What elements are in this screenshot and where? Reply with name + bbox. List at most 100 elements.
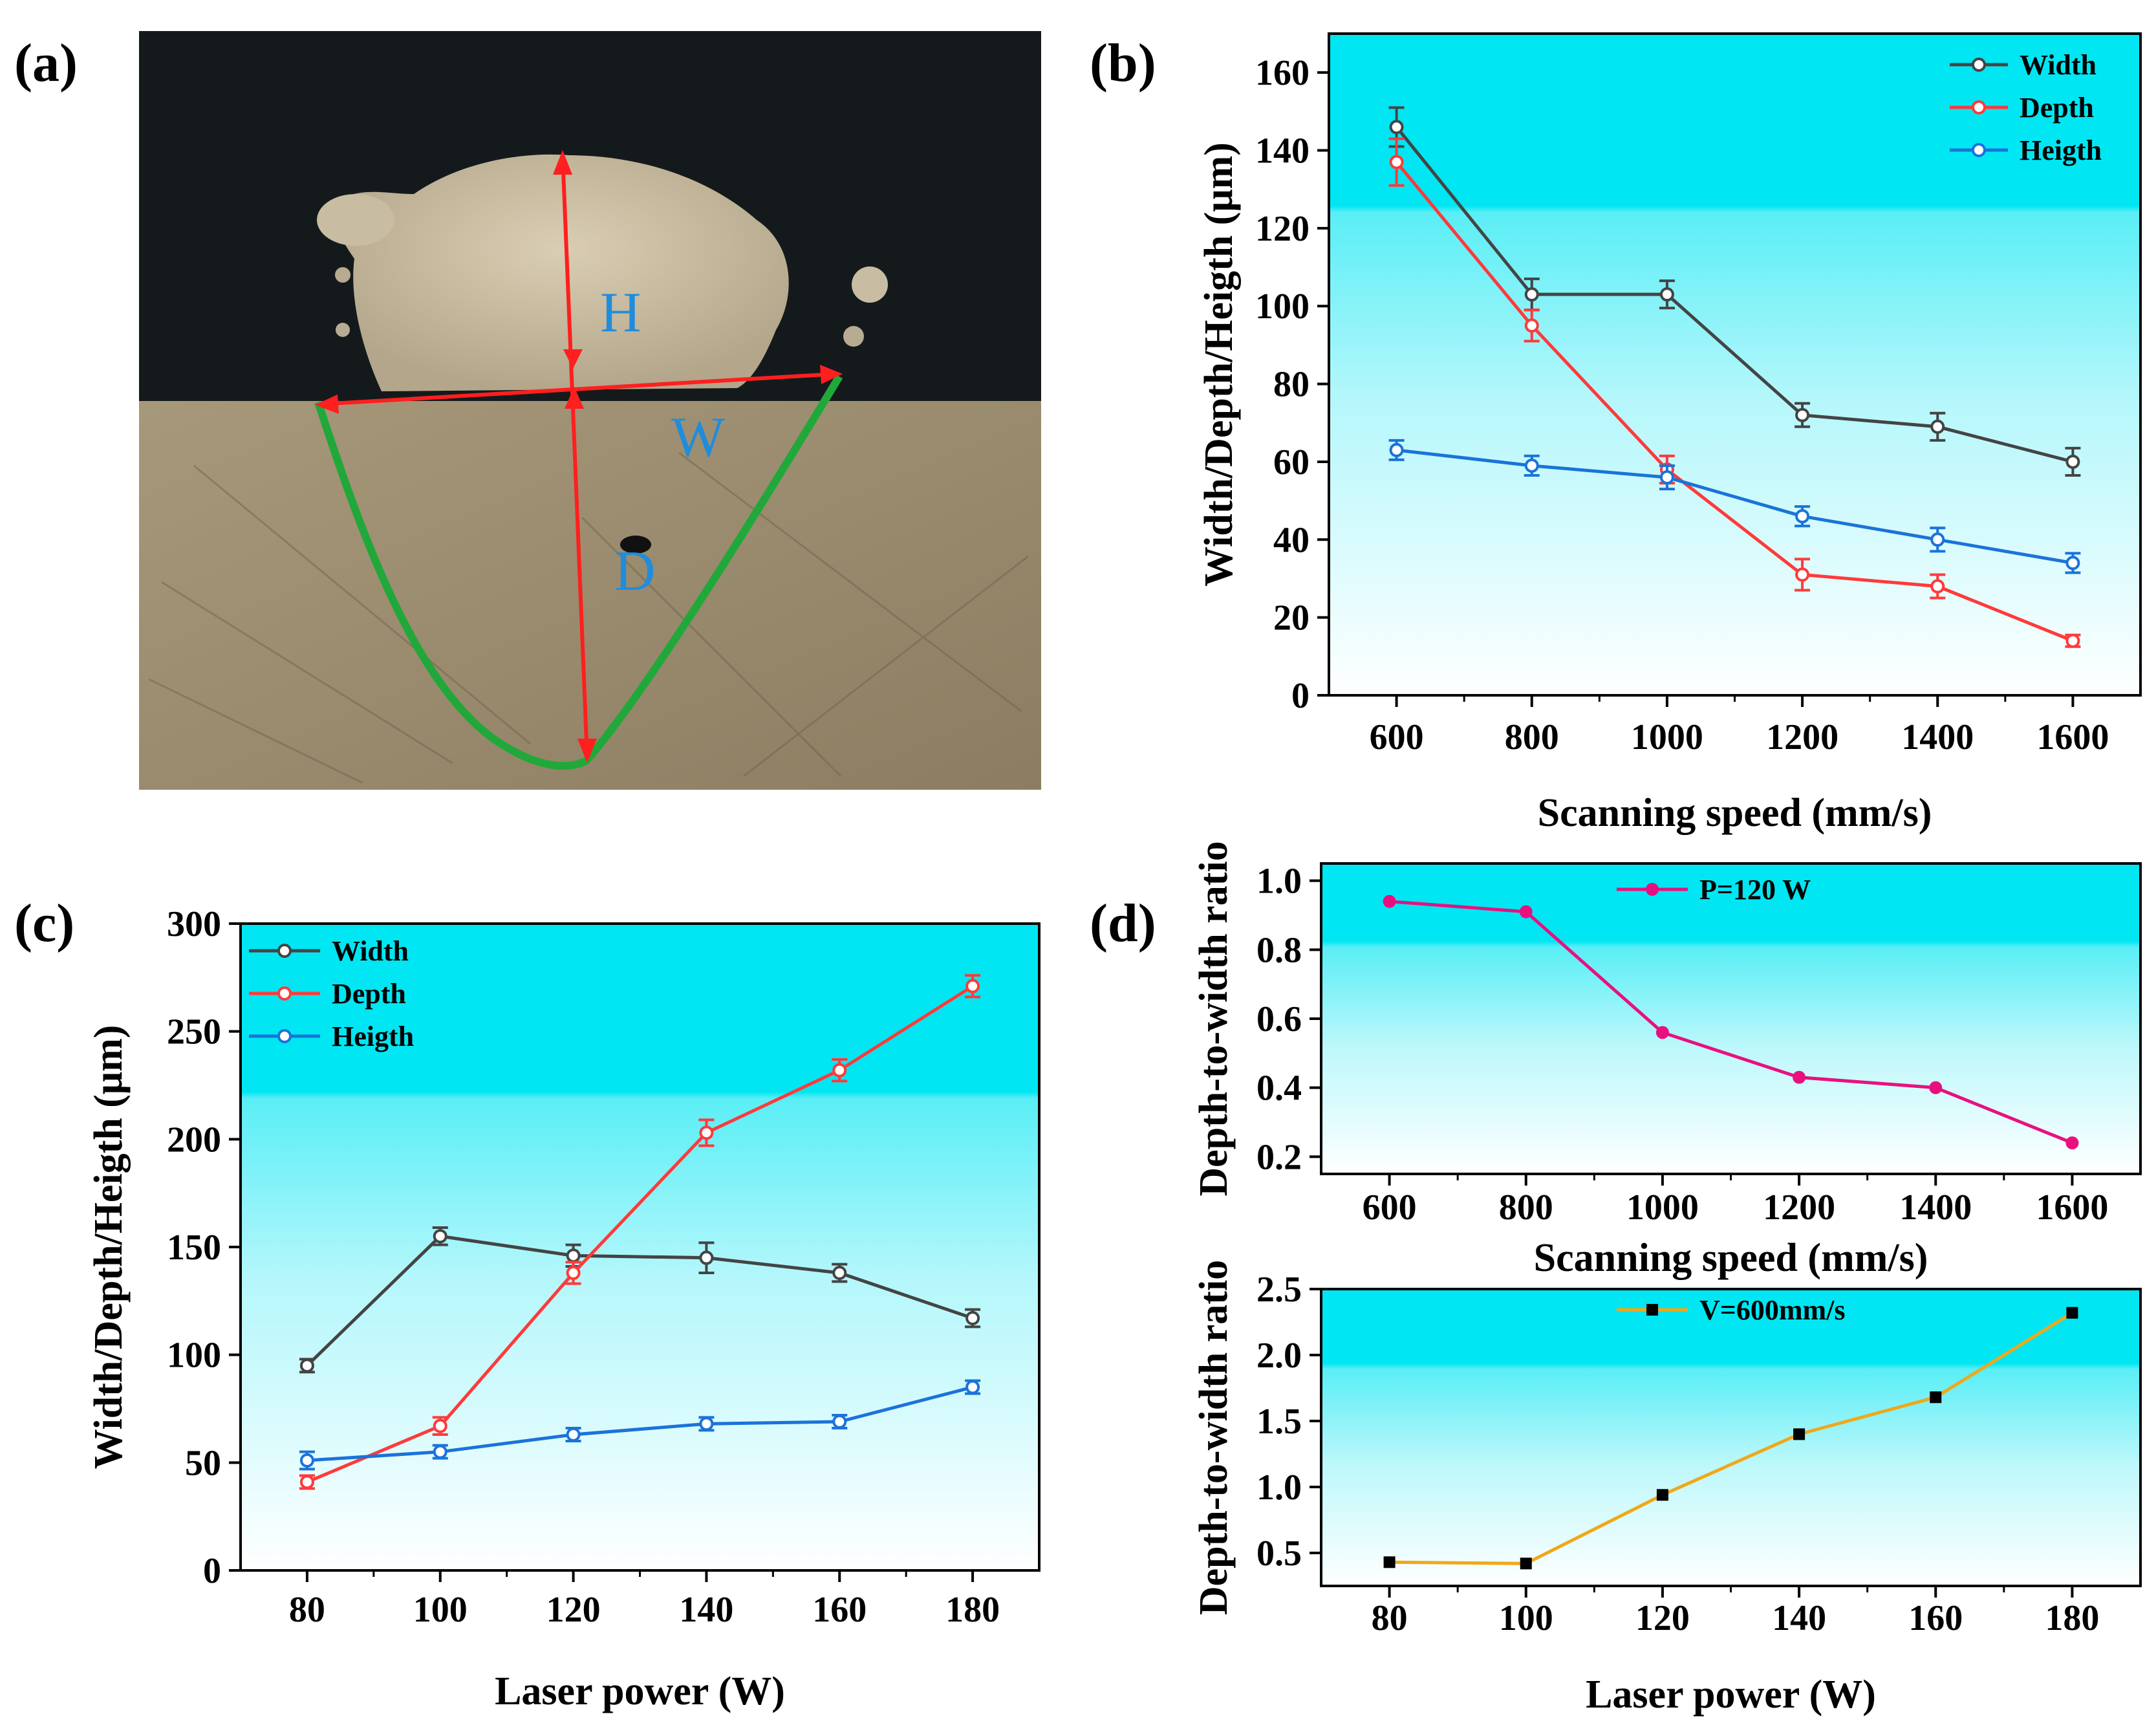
legend-label: Heigth bbox=[332, 1021, 414, 1052]
x-tick-label: 1000 bbox=[1626, 1188, 1699, 1228]
data-point bbox=[699, 1250, 714, 1265]
x-tick-label: 1400 bbox=[1901, 717, 1974, 757]
data-point bbox=[2065, 1136, 2079, 1149]
y-tick-label: 0 bbox=[203, 1551, 221, 1591]
data-point bbox=[965, 1380, 980, 1394]
series-line bbox=[1395, 160, 2074, 643]
x-axis-title: Scanning speed (mm/s) bbox=[1534, 1236, 1928, 1280]
x-tick-label: 80 bbox=[1372, 1598, 1408, 1638]
y-tick-label: 0 bbox=[1291, 676, 1310, 716]
x-tick-label: 140 bbox=[679, 1590, 733, 1630]
x-axis-title: Laser power (W) bbox=[1586, 1673, 1876, 1717]
y-tick-label: 100 bbox=[1255, 287, 1310, 327]
data-point bbox=[1930, 579, 1945, 594]
panel-label-a: (a) bbox=[14, 33, 78, 93]
data-point bbox=[299, 1453, 314, 1468]
x-tick-label: 600 bbox=[1370, 717, 1424, 757]
y-tick-label: 160 bbox=[1255, 53, 1310, 93]
legend-marker bbox=[277, 1029, 292, 1043]
x-tick-label: 600 bbox=[1363, 1188, 1417, 1228]
chart-d-top: 600 800 1000 1200 1400 1600 0.2 0.4 0.6 0.8 1.0 Sca… bbox=[1192, 841, 2142, 1280]
data-point bbox=[699, 1125, 714, 1140]
x-tick-label: 160 bbox=[812, 1590, 867, 1630]
x-tick-label: 1600 bbox=[2036, 1188, 2108, 1228]
x-tick-label: 800 bbox=[1499, 1188, 1553, 1228]
y-tick-label: 1.0 bbox=[1256, 862, 1302, 902]
legend-label: Depth bbox=[332, 978, 406, 1010]
legend-marker bbox=[1972, 143, 1986, 157]
y-tick-label: 0.8 bbox=[1256, 930, 1302, 970]
data-point bbox=[1520, 1557, 1532, 1570]
data-point bbox=[1793, 1428, 1806, 1440]
data-point bbox=[2065, 556, 2080, 570]
series-line bbox=[306, 984, 974, 1484]
data-point bbox=[832, 1415, 847, 1429]
x-tick-label: 180 bbox=[945, 1590, 1000, 1630]
data-point bbox=[1930, 1391, 1942, 1404]
data-point bbox=[1519, 905, 1533, 918]
data-point bbox=[699, 1416, 714, 1431]
panel-label-b: (b) bbox=[1090, 33, 1156, 93]
weld-bead bbox=[333, 154, 789, 392]
legend-label: P=120 W bbox=[1699, 874, 1811, 906]
y-tick-label: 140 bbox=[1255, 131, 1310, 171]
y-tick-label: 80 bbox=[1273, 365, 1310, 405]
spatter-particle bbox=[843, 326, 864, 347]
data-point bbox=[1930, 532, 1945, 547]
spatter-particle bbox=[317, 194, 394, 246]
data-point bbox=[1656, 1489, 1668, 1501]
legend-label: V=600mm/s bbox=[1699, 1294, 1846, 1326]
data-point bbox=[1795, 567, 1810, 582]
legend-label: Width bbox=[332, 935, 409, 967]
y-tick-label: 40 bbox=[1273, 520, 1310, 560]
data-point bbox=[1383, 1556, 1396, 1568]
substrate bbox=[139, 401, 1041, 790]
data-point bbox=[832, 1063, 847, 1078]
legend-label: Heigth bbox=[2020, 135, 2102, 166]
data-point bbox=[299, 1358, 314, 1373]
y-tick-label: 0.4 bbox=[1256, 1069, 1302, 1109]
y-tick-label: 2.5 bbox=[1256, 1270, 1302, 1310]
y-tick-label: 0.6 bbox=[1256, 999, 1302, 1039]
series-line bbox=[306, 1234, 973, 1367]
legend-label: Width bbox=[2020, 49, 2097, 81]
y-tick-label: 20 bbox=[1273, 598, 1310, 638]
data-point bbox=[433, 1444, 447, 1459]
data-point bbox=[1793, 1070, 1806, 1084]
data-point bbox=[2065, 454, 2080, 469]
chart-c: 80 100 120 140 160 180 0 50 100 150 200 250 300 Laser… bbox=[87, 904, 1040, 1713]
x-tick-label: 160 bbox=[1908, 1598, 1963, 1638]
label-w: W bbox=[671, 406, 725, 469]
data-point bbox=[1524, 458, 1539, 473]
data-point bbox=[566, 1427, 581, 1442]
data-point bbox=[566, 1266, 581, 1280]
legend-label: Depth bbox=[2020, 92, 2094, 124]
x-tick-label: 120 bbox=[1635, 1598, 1690, 1638]
x-tick-label: 1200 bbox=[1763, 1188, 1835, 1228]
y-tick-label: 200 bbox=[167, 1120, 221, 1160]
data-point bbox=[1929, 1081, 1943, 1094]
data-point bbox=[1795, 509, 1810, 524]
y-tick-label: 250 bbox=[167, 1012, 221, 1052]
micrograph: H W D bbox=[139, 31, 1041, 790]
plot-area bbox=[241, 924, 1039, 1570]
y-tick-label: 50 bbox=[185, 1443, 221, 1483]
data-point bbox=[1795, 407, 1810, 422]
pore bbox=[620, 536, 651, 554]
data-point bbox=[1659, 287, 1674, 302]
legend-marker bbox=[277, 986, 292, 1001]
data-point bbox=[1383, 895, 1396, 908]
data-point bbox=[965, 979, 980, 993]
data-point bbox=[566, 1248, 581, 1263]
data-point bbox=[1655, 1026, 1669, 1039]
label-d: D bbox=[614, 540, 656, 603]
y-tick-label: 300 bbox=[167, 904, 221, 944]
label-h: H bbox=[600, 281, 641, 344]
data-point bbox=[1389, 155, 1404, 169]
x-tick-label: 1200 bbox=[1766, 717, 1838, 757]
data-point bbox=[2066, 1307, 2078, 1319]
x-tick-label: 80 bbox=[289, 1590, 325, 1630]
data-point bbox=[1930, 419, 1945, 434]
legend-marker bbox=[277, 944, 292, 958]
